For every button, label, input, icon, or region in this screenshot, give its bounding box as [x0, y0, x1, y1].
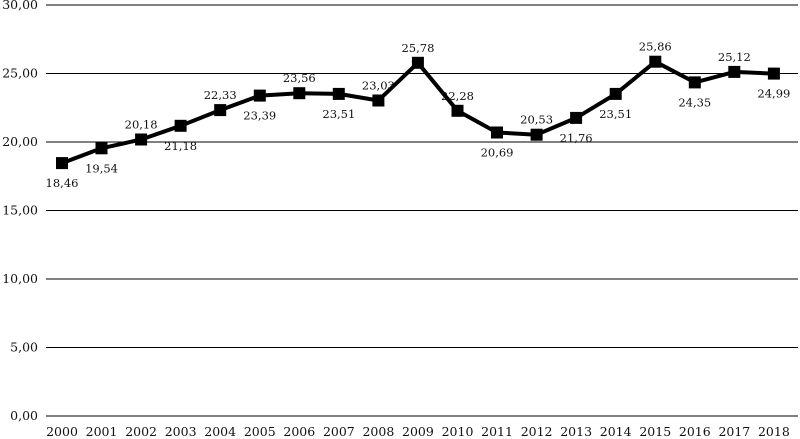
data-point-marker	[332, 87, 345, 100]
x-tick-label: 2018	[758, 424, 790, 439]
data-labels: 18,46 19,54 20,18 21,18 22,33 23,39 23,56 23,51…	[46, 40, 791, 190]
data-point-marker	[451, 104, 464, 117]
x-tick-label: 2001	[86, 424, 118, 439]
data-point-marker	[253, 89, 266, 102]
x-tick-label: 2007	[323, 424, 355, 439]
y-tick-label: 30,00	[2, 0, 38, 12]
y-tick-label: 10,00	[2, 271, 38, 286]
data-label: 20,53	[520, 113, 553, 127]
x-tick-label: 2000	[46, 424, 78, 439]
data-label: 25,78	[401, 41, 434, 55]
data-label: 23,51	[599, 107, 632, 121]
x-tick-label: 2008	[362, 424, 394, 439]
data-point-marker	[95, 142, 108, 155]
x-tick-label: 2005	[244, 424, 276, 439]
data-point-marker	[728, 65, 741, 78]
x-tick-label: 2010	[442, 424, 474, 439]
x-tick-label: 2013	[560, 424, 592, 439]
data-point-marker	[570, 111, 583, 124]
data-point-marker	[767, 67, 780, 80]
x-tick-label: 2012	[521, 424, 553, 439]
data-point-marker	[56, 157, 68, 170]
data-label: 21,76	[560, 131, 593, 145]
x-tick-label: 2017	[718, 424, 750, 439]
x-tick-label: 2004	[204, 424, 236, 439]
data-point-marker	[372, 94, 385, 107]
data-point-marker	[649, 55, 662, 68]
data-label: 23,51	[322, 107, 355, 121]
y-tick-label: 25,00	[2, 66, 38, 81]
y-tick-label: 0,00	[10, 408, 38, 423]
data-label: 23,03	[362, 78, 395, 92]
data-label: 20,18	[125, 118, 158, 132]
data-label: 24,35	[678, 95, 711, 109]
data-label: 25,86	[639, 40, 672, 54]
data-label: 23,39	[243, 109, 276, 123]
data-label: 21,18	[164, 139, 197, 153]
x-tick-label: 2015	[639, 424, 671, 439]
data-label: 24,99	[757, 87, 790, 101]
x-tick-label: 2011	[481, 424, 513, 439]
data-point-marker	[609, 87, 622, 100]
y-tick-label: 15,00	[2, 203, 38, 218]
data-point-marker	[174, 119, 187, 132]
data-point-marker	[293, 87, 306, 100]
data-point-marker	[214, 104, 227, 117]
data-label: 25,12	[718, 50, 751, 64]
data-point-marker	[411, 56, 424, 69]
data-point-marker	[491, 126, 503, 139]
gridlines	[46, 4, 798, 417]
x-tick-label: 2016	[679, 424, 711, 439]
data-label: 20,69	[481, 146, 514, 160]
data-label: 23,56	[283, 71, 316, 85]
y-axis-tick-labels: 0,00 5,00 10,00 15,00 20,00 25,00 30,00	[2, 0, 38, 423]
x-tick-label: 2002	[125, 424, 157, 439]
x-axis-tick-labels: 2000 2001 2002 2003 2004 2005 2006 2007 2008 2009…	[46, 424, 790, 439]
series-markers	[56, 55, 780, 170]
data-label: 19,54	[85, 161, 118, 175]
x-tick-label: 2003	[165, 424, 197, 439]
data-label: 22,28	[441, 89, 474, 103]
data-label: 22,33	[204, 88, 237, 102]
data-point-marker	[135, 133, 148, 146]
data-point-marker	[530, 128, 543, 141]
data-point-marker	[688, 76, 701, 89]
data-label: 18,46	[46, 176, 79, 190]
x-tick-label: 2006	[283, 424, 315, 439]
y-tick-label: 5,00	[10, 340, 38, 355]
x-tick-label: 2009	[402, 424, 434, 439]
y-tick-label: 20,00	[2, 134, 38, 149]
x-tick-label: 2014	[600, 424, 632, 439]
